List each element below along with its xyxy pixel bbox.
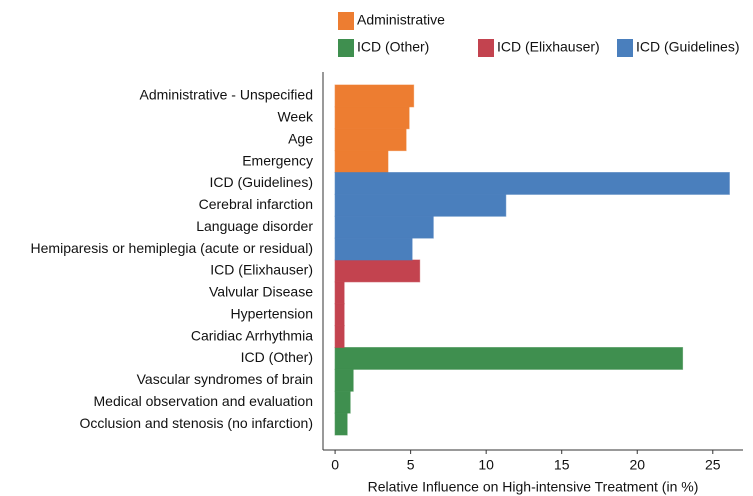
y-tick-label: Vascular syndromes of brain: [137, 371, 313, 387]
y-tick-label: Cerebral infarction: [199, 196, 313, 212]
y-tick-label: Emergency: [242, 152, 313, 168]
bar: [334, 390, 351, 414]
legend-swatch: [338, 12, 354, 30]
bar: [334, 84, 415, 108]
legend-label: ICD (Elixhauser): [497, 39, 600, 55]
y-tick-label: Occlusion and stenosis (no infarction): [80, 415, 313, 431]
bar: [334, 215, 434, 239]
bar: [334, 347, 684, 370]
x-tick-label: 15: [554, 457, 570, 473]
x-tick-label: 20: [629, 457, 645, 473]
bar: [334, 172, 730, 195]
y-tick-label: ICD (Elixhauser): [210, 262, 313, 278]
bar: [334, 412, 348, 436]
bar: [334, 193, 507, 217]
y-tick-label: Hemiparesis or hemiplegia (acute or resi…: [31, 240, 313, 256]
y-tick-label: Age: [288, 130, 313, 146]
legend-swatch: [338, 39, 354, 57]
x-tick-label: 0: [331, 457, 339, 473]
legend-swatch: [478, 39, 494, 57]
x-axis-label: Relative Influence on High-intensive Tre…: [368, 479, 699, 495]
bar: [334, 106, 410, 130]
y-tick-label: Hypertension: [231, 305, 314, 321]
y-tick-label: Caridiac Arrhythmia: [191, 327, 313, 343]
bar: [334, 150, 389, 173]
bar: [334, 325, 345, 348]
legend-label: ICD (Guidelines): [636, 39, 739, 55]
y-tick-label: Valvular Disease: [209, 284, 313, 300]
y-tick-label: ICD (Other): [241, 349, 313, 365]
x-tick-label: 10: [478, 457, 494, 473]
y-tick-label: Week: [277, 109, 314, 125]
legend-label: Administrative: [357, 12, 445, 28]
x-tick-label: 5: [407, 457, 415, 473]
y-tick-label: ICD (Guidelines): [210, 174, 313, 190]
legend-label: ICD (Other): [357, 39, 429, 55]
y-tick-label: Administrative - Unspecified: [139, 87, 313, 103]
bar: [334, 368, 354, 392]
bar: [334, 303, 345, 327]
x-tick-label: 25: [705, 457, 721, 473]
y-tick-label: Language disorder: [196, 218, 313, 234]
bar: [334, 128, 407, 152]
y-tick-label: Medical observation and evaluation: [94, 393, 313, 409]
bar: [334, 259, 421, 283]
legend-swatch: [617, 39, 633, 57]
bar: [334, 237, 413, 261]
bar: [334, 281, 345, 305]
